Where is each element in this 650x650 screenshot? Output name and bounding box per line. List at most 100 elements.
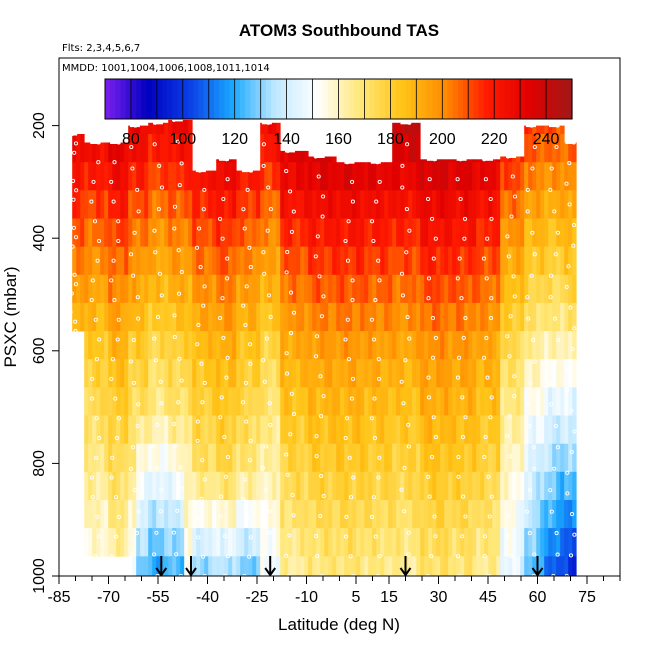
heatmap-cell [384,190,389,219]
heatmap-cell [204,246,209,276]
heatmap-cell [404,218,409,248]
heatmap-cell [104,190,109,219]
heatmap-cell [404,443,409,473]
heatmap-cell [160,556,165,577]
heatmap-cell [412,415,417,445]
heatmap-cell [524,274,529,304]
heatmap-cell [196,528,201,557]
heatmap-cell [508,162,513,191]
heatmap-cell [484,387,489,416]
heatmap-cell [452,415,457,445]
heatmap-cell [108,415,113,445]
track-point [248,265,253,270]
heatmap-cell [348,359,353,388]
heatmap-cell [108,359,113,388]
heatmap-cell [140,359,145,388]
track-point [92,219,98,224]
heatmap-cell [240,331,245,360]
heatmap-cell [324,556,329,577]
heatmap-cell [448,387,453,416]
heatmap-cell [212,415,217,445]
heatmap-cell [112,246,117,276]
heatmap-cell [268,162,273,191]
heatmap-cell [156,331,161,360]
heatmap-cell [304,190,309,219]
track-point [457,256,462,261]
heatmap-cell [184,218,189,248]
heatmap-cell [336,246,341,276]
heatmap-cell [148,471,153,501]
heatmap-cell [168,528,173,557]
heatmap-cell [296,471,301,501]
track-point [555,552,560,557]
heatmap-cell [128,218,133,248]
heatmap-cell [400,500,405,529]
track-point [463,316,468,321]
track-point [377,455,382,460]
heatmap-cell [176,218,181,248]
heatmap-cell [196,556,201,577]
track-point [483,435,488,440]
heatmap-cell [396,331,401,360]
heatmap-cell [120,359,125,388]
heatmap-cell [368,415,373,445]
colorbar-swatch [416,79,423,119]
heatmap-cell [288,331,293,360]
heatmap-cell [268,274,273,304]
heatmap-cell [144,471,149,501]
heatmap-cell [528,162,533,191]
heatmap-cell [276,415,281,445]
heatmap-cell [484,443,489,473]
track-point [195,438,200,443]
heatmap-cell [268,359,273,388]
heatmap-cell [536,246,541,276]
heatmap-cell [356,471,361,501]
heatmap-cell [392,556,397,577]
track-point [151,444,157,449]
heatmap-cell [376,331,381,360]
heatmap-cell [572,500,577,529]
colorbar-swatch [120,79,127,119]
track-point [91,179,96,184]
heatmap-cell [100,331,105,360]
heatmap-cell [144,274,149,304]
heatmap-cell [84,500,89,529]
heatmap-cell [468,471,473,501]
heatmap-cell [336,274,341,304]
heatmap-cell [124,302,129,332]
heatmap-cell [492,159,497,163]
heatmap-cell [228,387,233,416]
heatmap-cell [232,415,237,445]
heatmap-cell [420,302,425,332]
heatmap-cell [564,415,569,445]
heatmap-cell [396,415,401,445]
heatmap-cell [556,443,561,473]
heatmap-cell [116,359,121,388]
colorbar-swatch [182,79,189,119]
heatmap-cell [180,528,185,557]
colorbar-swatch [250,79,257,119]
track-point [433,435,438,440]
heatmap-cell [104,218,109,248]
heatmap-cell [200,387,205,416]
colorbar-tick-label: 100 [169,131,196,148]
heatmap-cell [368,359,373,388]
heatmap-cell [256,500,261,529]
heatmap-cell [256,556,261,577]
colorbar-swatch [172,79,179,119]
colorbar-swatch [110,79,116,119]
heatmap-cell [448,159,453,163]
track-point [505,534,510,539]
heatmap-cell [136,246,141,276]
heatmap-cell [364,500,369,529]
x-tick-label: 75 [578,589,596,606]
heatmap-cell [308,246,313,276]
colorbar-swatch [437,79,443,119]
colorbar-swatch [291,79,298,119]
heatmap-cell [540,190,545,219]
track-point [263,552,268,557]
heatmap-cell [204,190,209,219]
track-point [223,474,228,479]
heatmap-cell [476,218,481,248]
heatmap-cell [196,471,201,501]
